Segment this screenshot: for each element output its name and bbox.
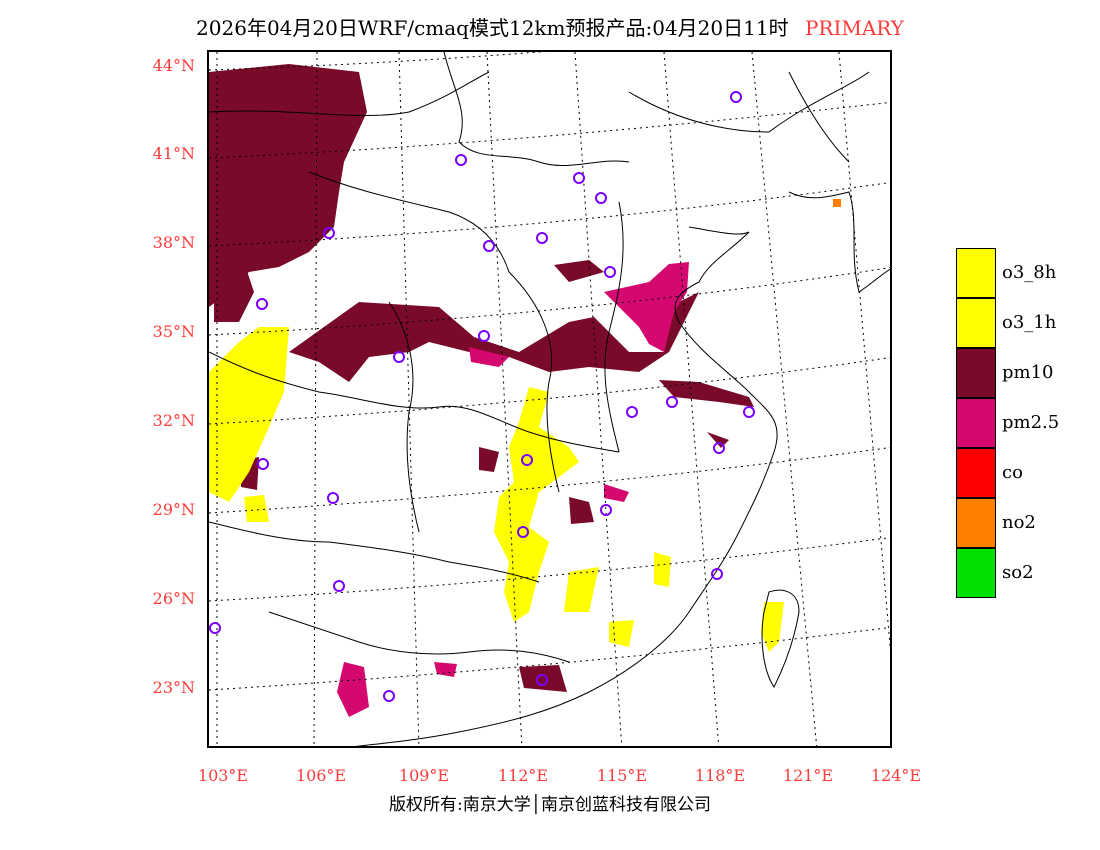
lat-label-38: 38°N [152,233,195,252]
legend-label: pm2.5 [1002,412,1060,433]
legend-swatch [956,248,996,298]
lat-label-29: 29°N [152,500,195,519]
legend-label: so2 [1002,562,1034,583]
copyright-text: 版权所有:南京大学│南京创蓝科技有限公司 [389,795,711,815]
borders [209,52,890,746]
lat-label-23: 23°N [152,678,195,697]
lat-label-32: 32°N [152,411,195,430]
legend-label: pm10 [1002,362,1054,383]
pm25-regions [337,262,689,717]
legend-swatch [956,348,996,398]
map-title: 2026年04月20日WRF/cmaq模式12km预报产品:04月20日11时 … [0,12,1100,41]
lat-label-44: 44°N [152,56,195,75]
lon-label-106: 106°E [295,766,347,785]
o3-regions [209,327,784,652]
pm10-regions [209,64,754,692]
lon-label-112: 112°E [497,766,549,785]
legend-swatch [956,448,996,498]
legend-swatch [956,398,996,448]
lon-label-109: 109°E [398,766,450,785]
map-area[interactable] [207,50,892,748]
map-canvas [209,52,890,746]
lat-label-35: 35°N [152,322,195,341]
no2-hotspot [833,199,841,207]
legend-label: co [1002,462,1023,483]
lat-label-41: 41°N [152,144,195,163]
lon-label-115: 115°E [596,766,648,785]
legend-label: o3_8h [1002,262,1057,283]
lon-label-121: 121°E [782,766,834,785]
legend-swatch [956,548,996,598]
lat-label-26: 26°N [152,589,195,608]
legend-swatch [956,298,996,348]
legend-label: no2 [1002,512,1036,533]
city-markers [209,91,755,702]
title-main: 2026年04月20日WRF/cmaq模式12km预报产品:04月20日11时 [196,16,789,40]
legend-label: o3_1h [1002,312,1057,333]
lon-label-124: 124°E [870,766,922,785]
legend-swatch [956,498,996,548]
lon-label-103: 103°E [197,766,249,785]
title-tag: PRIMARY [804,16,904,40]
lon-label-118: 118°E [694,766,746,785]
